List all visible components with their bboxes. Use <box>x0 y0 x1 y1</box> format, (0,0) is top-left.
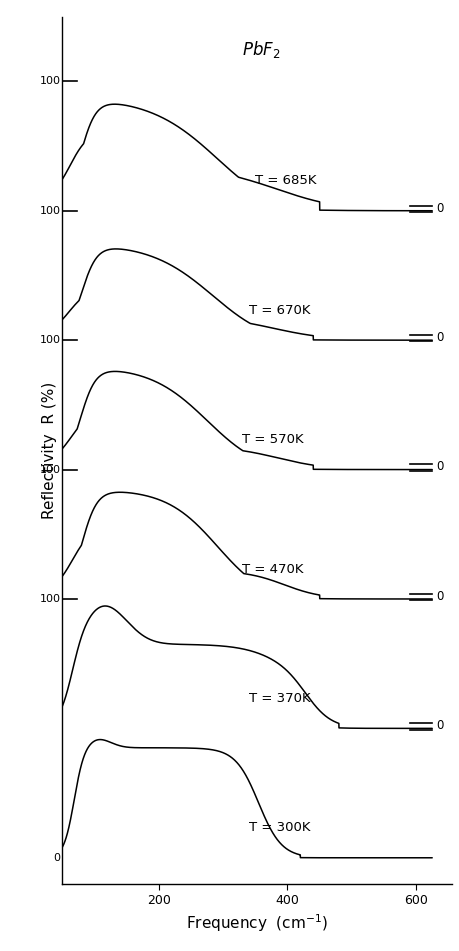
Text: 0: 0 <box>436 460 443 474</box>
Text: 0: 0 <box>436 719 443 732</box>
Text: 0: 0 <box>53 853 61 863</box>
Text: T = 470K: T = 470K <box>242 563 304 575</box>
Text: 100: 100 <box>39 76 61 87</box>
Text: PbF$_2$: PbF$_2$ <box>242 39 281 60</box>
Y-axis label: Reflectivity  R (%): Reflectivity R (%) <box>42 381 57 519</box>
Text: 100: 100 <box>39 205 61 216</box>
Text: T = 670K: T = 670K <box>249 304 310 317</box>
Text: 0: 0 <box>436 202 443 215</box>
Text: 100: 100 <box>39 335 61 345</box>
Text: 100: 100 <box>39 594 61 604</box>
Text: T = 370K: T = 370K <box>249 692 311 705</box>
Text: 0: 0 <box>436 331 443 344</box>
Text: T = 570K: T = 570K <box>242 434 304 446</box>
Text: 0: 0 <box>436 590 443 603</box>
Text: T = 300K: T = 300K <box>249 822 310 834</box>
Text: 100: 100 <box>39 465 61 475</box>
Text: T = 685K: T = 685K <box>255 174 317 187</box>
X-axis label: Frequency  (cm$^{-1}$): Frequency (cm$^{-1}$) <box>186 913 328 934</box>
